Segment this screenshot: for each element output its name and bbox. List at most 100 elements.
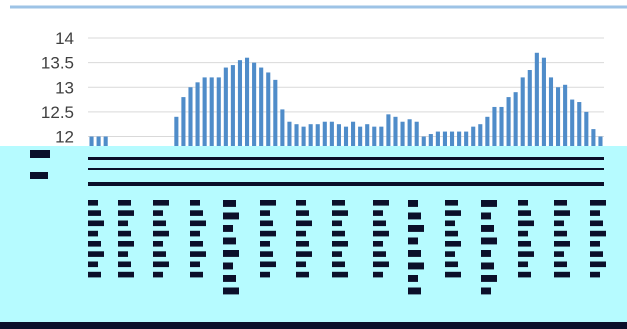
glitch-block [88, 210, 101, 216]
y-tick-label: 13 [55, 78, 74, 97]
glitch-block [88, 220, 104, 227]
glitch-block [332, 200, 345, 206]
glitch-block [296, 241, 309, 247]
bar [280, 109, 285, 167]
y-tick-label: 14 [55, 29, 74, 48]
glitch-block [518, 271, 531, 278]
glitch-block [332, 271, 348, 278]
bar [548, 77, 554, 167]
glitch-block [408, 200, 418, 207]
glitch-overlay [0, 146, 627, 322]
glitch-block [590, 200, 606, 206]
glitch-block [373, 220, 386, 227]
glitch-block [445, 261, 458, 268]
glitch-block [190, 220, 206, 227]
glitch-block [88, 261, 98, 268]
bar [209, 77, 214, 167]
glitch-streak [88, 182, 604, 186]
bar [188, 87, 193, 167]
glitch-block [445, 200, 458, 206]
y-tick-label: 12.5 [41, 103, 74, 122]
glitch-block [296, 230, 306, 237]
glitch-block [590, 261, 606, 268]
glitch-block [190, 210, 203, 216]
glitch-block [445, 271, 461, 278]
glitch-block [153, 220, 166, 227]
glitch-block [554, 261, 567, 268]
glitch-block [153, 251, 166, 257]
bar [237, 60, 243, 167]
y-tick-label: 13.5 [41, 54, 74, 73]
glitch-block [554, 271, 570, 278]
bar [195, 82, 200, 167]
glitch-block [554, 220, 564, 227]
bar [534, 52, 539, 167]
glitch-block [408, 250, 421, 257]
bar [393, 116, 398, 167]
glitch-streak [88, 157, 604, 160]
glitch-block [518, 251, 534, 257]
glitch-block [408, 225, 424, 232]
glitch-block [223, 237, 236, 245]
bar [386, 114, 391, 167]
glitch-block [518, 261, 528, 268]
glitch-block [260, 220, 273, 227]
glitch-block [260, 200, 276, 206]
bar [259, 67, 264, 167]
glitch-block [30, 150, 50, 158]
glitch-block [223, 212, 239, 220]
glitch-block [223, 262, 233, 270]
bar [252, 62, 257, 167]
bar [365, 124, 370, 167]
bar [506, 97, 511, 167]
glitch-block [373, 251, 386, 257]
glitch-block [260, 241, 270, 247]
bar [541, 57, 546, 167]
glitch-block [296, 271, 309, 278]
glitch-block [332, 230, 345, 237]
glitch-block [373, 210, 383, 216]
bar [414, 121, 419, 167]
glitch-block [153, 230, 169, 237]
glitch-block [481, 200, 497, 207]
glitch-block [88, 200, 98, 206]
glitch-block [373, 271, 383, 278]
bar [492, 106, 497, 167]
glitch-block [223, 250, 239, 257]
glitch-block [88, 251, 104, 257]
glitch-block [153, 200, 169, 206]
glitch-block [260, 230, 276, 237]
glitch-block [332, 220, 342, 227]
glitch-block [223, 225, 233, 232]
glitch-block [153, 241, 163, 247]
glitch-block [408, 287, 421, 295]
glitch-block [554, 230, 567, 237]
glitch-block [518, 230, 528, 237]
bar [336, 124, 341, 167]
glitch-block [481, 250, 491, 257]
glitch-block [260, 210, 270, 216]
glitch-block [296, 200, 306, 206]
bar [308, 124, 313, 167]
glitch-block [554, 210, 570, 216]
glitch-block [190, 230, 200, 237]
glitch-block [373, 261, 389, 268]
bar [513, 92, 518, 167]
glitch-block [153, 261, 169, 268]
glitch-block [88, 271, 101, 278]
glitch-block [30, 172, 48, 179]
glitch-block [373, 200, 389, 206]
glitch-block [118, 210, 134, 216]
glitch-block [590, 271, 600, 278]
glitch-block [223, 200, 236, 207]
glitch-block [481, 225, 494, 232]
bar [216, 77, 221, 167]
glitch-block [332, 251, 342, 257]
glitch-block [590, 241, 600, 247]
bar [400, 121, 405, 167]
bar [202, 77, 207, 167]
glitch-block [518, 200, 528, 206]
glitch-block [153, 210, 163, 216]
bar [520, 77, 525, 167]
